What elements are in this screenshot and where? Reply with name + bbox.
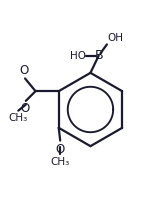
Text: HO: HO (69, 51, 85, 61)
Text: O: O (19, 64, 28, 77)
Text: O: O (56, 143, 65, 156)
Text: OH: OH (108, 33, 124, 43)
Text: CH₃: CH₃ (51, 157, 70, 167)
Text: B: B (94, 49, 103, 62)
Text: CH₃: CH₃ (8, 113, 27, 123)
Text: O: O (20, 102, 30, 115)
